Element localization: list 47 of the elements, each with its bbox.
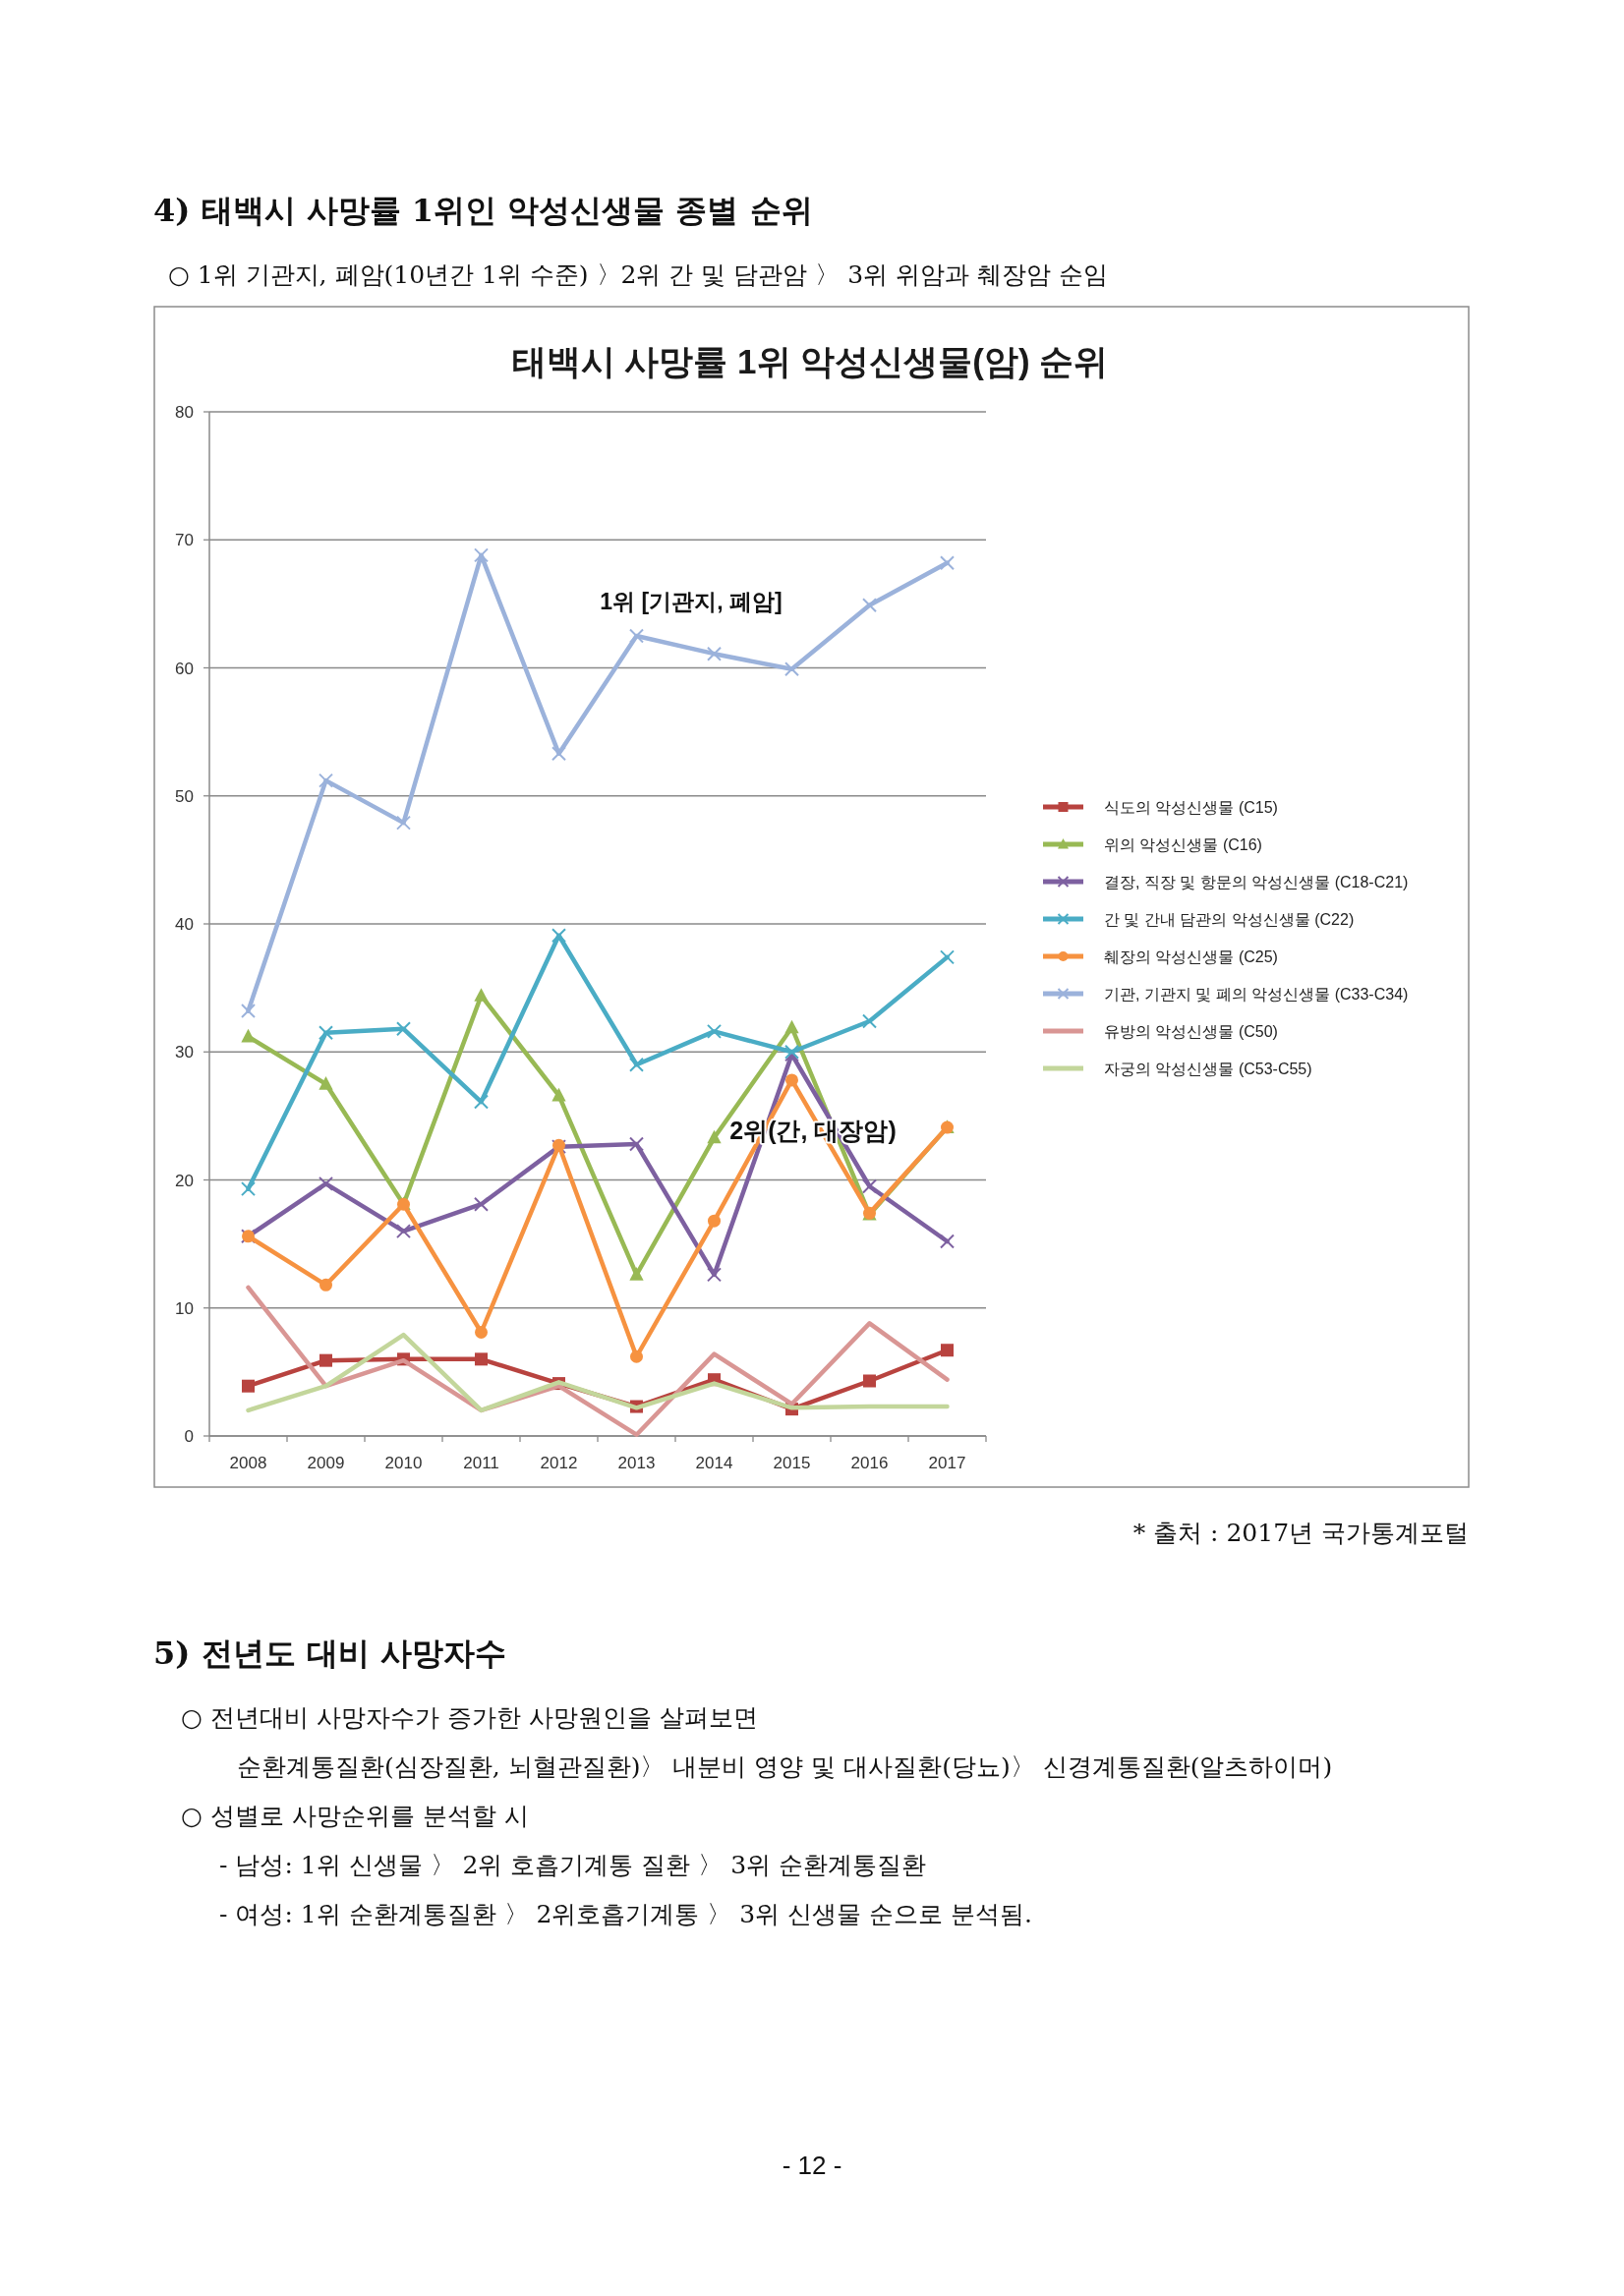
legend-label: 기관, 기관지 및 폐의 악성신생물 (C33-C34): [1104, 986, 1409, 1003]
legend-item: 위의 악성신생물 (C16): [1043, 836, 1262, 853]
text: ○ 1위 기관지, 폐암(10년간 1위 수준) 〉2위 간 및 담관암 〉 3위 위암과 췌장암 순임: [168, 260, 1108, 289]
text: ○ 성별로 사망순위를 분석할 시: [181, 1802, 529, 1830]
legend-label: 간 및 간내 담관의 악성신생물 (C22): [1104, 911, 1355, 928]
text: - 12 -: [782, 2151, 842, 2180]
text: 순환계통질환(심장질환, 뇌혈관질환)〉 내분비 영양 및 대사질환(당뇨)〉 신경계통질환(알츠하이머): [237, 1752, 1333, 1781]
y-tick-label: 20: [175, 1171, 194, 1190]
x-tick-label: 2014: [695, 1454, 733, 1472]
y-tick-label: 0: [184, 1427, 194, 1446]
legend-label: 췌장의 악성신생물 (C25): [1104, 948, 1278, 965]
y-tick-label: 70: [175, 531, 194, 550]
legend-item: 췌장의 악성신생물 (C25): [1043, 948, 1278, 965]
y-tick-label: 30: [175, 1043, 194, 1062]
y-tick-label: 80: [175, 403, 194, 422]
chart-title: 태백시 사망률 1위 악성신생물(암) 순위: [511, 342, 1109, 380]
legend-label: 유방의 악성신생물 (C50): [1104, 1023, 1278, 1040]
text: * 출처 : 2017년 국가통계포털: [1132, 1519, 1469, 1547]
x-tick-label: 2013: [617, 1454, 656, 1472]
x-tick-label: 2008: [229, 1454, 267, 1472]
legend-item: 유방의 악성신생물 (C50): [1043, 1023, 1278, 1040]
x-tick-label: 2010: [384, 1454, 423, 1472]
y-tick-label: 50: [175, 786, 194, 806]
y-tick-label: 10: [175, 1298, 194, 1318]
text: 4) 태백시 사망률 1위인 악성신생물 종별 순위: [153, 192, 813, 229]
text: - 여성: 1위 순환계통질환 〉 2위호흡기계통 〉 3위 신생물 순으로 분석됨.: [219, 1900, 1033, 1928]
legend-item: 식도의 악성신생물 (C15): [1043, 799, 1278, 816]
legend-item: 기관, 기관지 및 폐의 악성신생물 (C33-C34): [1043, 986, 1409, 1003]
annotation: 1위 [기관지, 폐암]: [600, 589, 783, 614]
x-tick-label: 2015: [773, 1454, 811, 1472]
legend-item: 결장, 직장 및 항문의 악성신생물 (C18-C21): [1043, 874, 1409, 890]
x-tick-label: 2017: [928, 1454, 966, 1472]
legend-label: 식도의 악성신생물 (C15): [1104, 799, 1278, 816]
y-tick-label: 40: [175, 915, 194, 934]
y-tick-label: 60: [175, 659, 194, 678]
legend-label: 자궁의 악성신생물 (C53-C55): [1104, 1061, 1312, 1077]
x-tick-label: 2016: [850, 1454, 889, 1472]
x-tick-label: 2011: [463, 1454, 499, 1472]
x-tick-label: 2009: [307, 1454, 345, 1472]
legend-label: 위의 악성신생물 (C16): [1104, 836, 1262, 853]
x-tick-label: 2012: [540, 1454, 578, 1472]
legend-label: 결장, 직장 및 항문의 악성신생물 (C18-C21): [1104, 874, 1409, 890]
text: - 남성: 1위 신생물 〉 2위 호흡기계통 질환 〉 3위 순환계통질환: [219, 1851, 927, 1879]
text: ○ 전년대비 사망자수가 증가한 사망원인을 살펴보면: [181, 1703, 758, 1732]
legend-item: 간 및 간내 담관의 악성신생물 (C22): [1043, 911, 1355, 928]
text: 5) 전년도 대비 사망자수: [153, 1635, 506, 1672]
legend-item: 자궁의 악성신생물 (C53-C55): [1043, 1061, 1312, 1077]
